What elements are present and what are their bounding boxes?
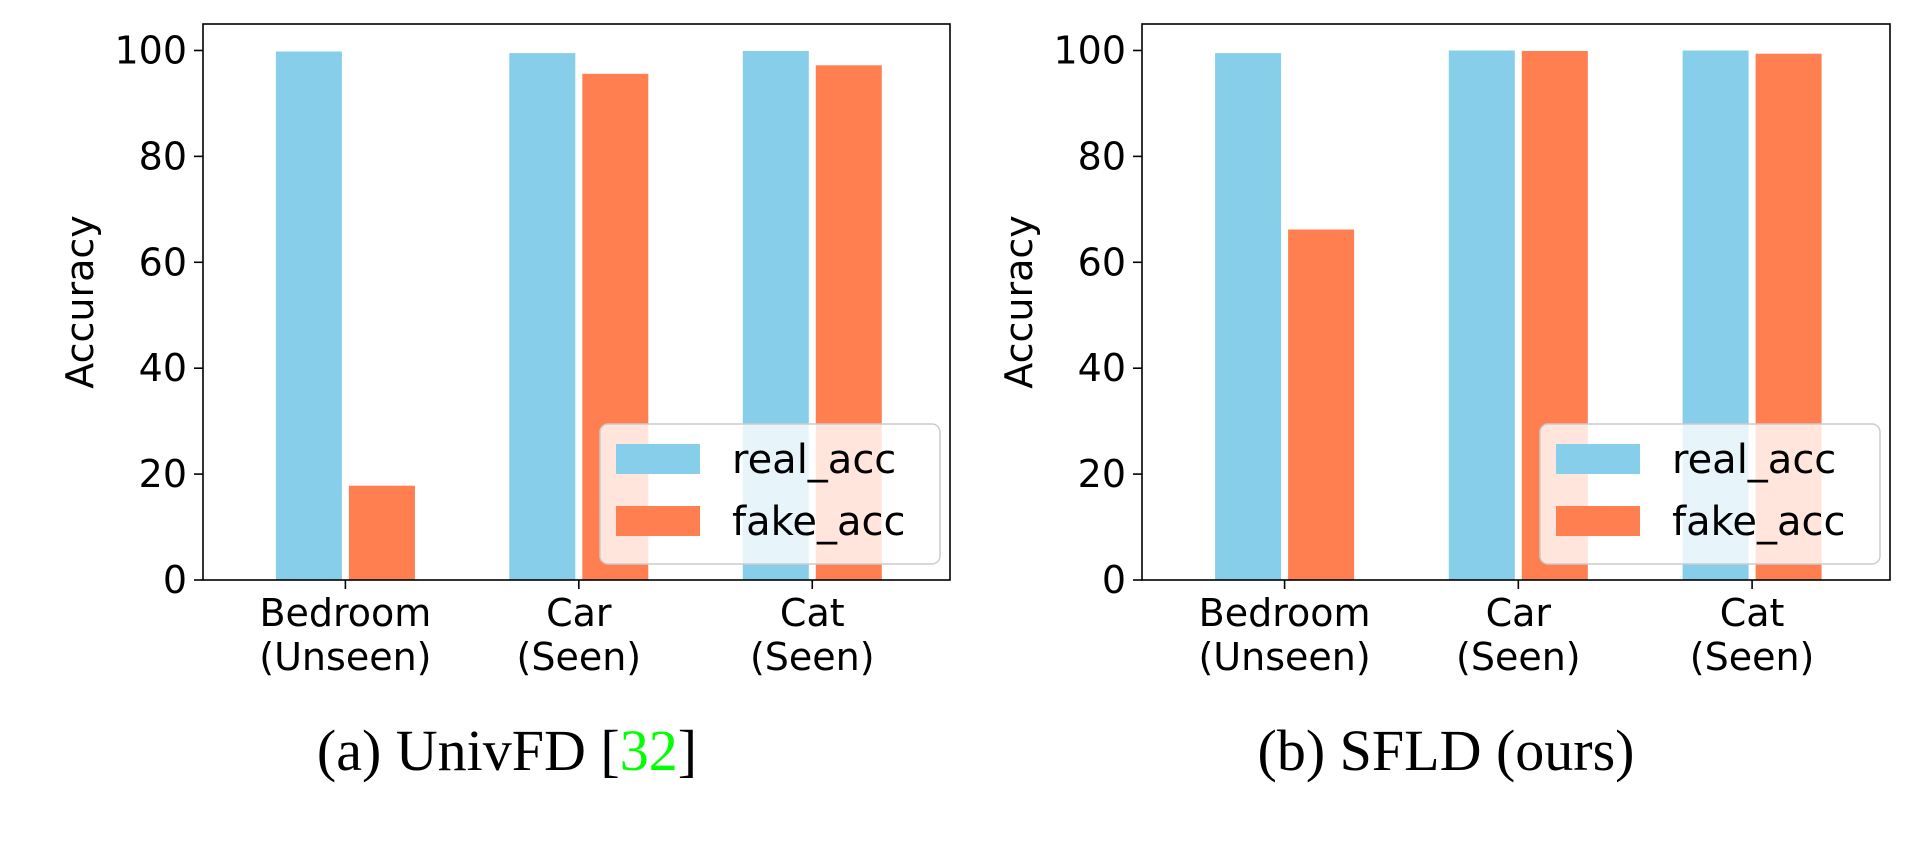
y-tick-label: 20 — [139, 452, 187, 496]
x-tick-label: Car — [546, 591, 612, 635]
x-tick-label: (Seen) — [1690, 635, 1815, 679]
caption-text: (a) UnivFD [ — [317, 718, 620, 783]
legend: real_acc fake_acc — [599, 423, 941, 565]
y-tick-label: 40 — [1078, 346, 1126, 390]
y-tick-label: 80 — [1078, 134, 1126, 178]
x-tick-label: (Seen) — [517, 635, 642, 679]
plot-frame — [202, 23, 951, 581]
caption-text-end: ] — [678, 718, 697, 783]
x-tick-label: Car — [1486, 591, 1552, 635]
x-tick-label: Cat — [1720, 591, 1785, 635]
legend-label-fake_acc: fake_acc — [1672, 499, 1845, 545]
y-axis-label: Accuracy — [58, 215, 102, 389]
legend-swatch-fake_acc — [616, 506, 700, 536]
x-tick-label: Bedroom — [1199, 591, 1371, 635]
y-axis-label: Accuracy — [997, 215, 1041, 389]
panel-caption: (b) SFLD (ours) — [1258, 718, 1635, 783]
y-tick-label: 0 — [1102, 558, 1126, 602]
caption-text: (b) SFLD (ours) — [1258, 718, 1635, 783]
x-tick-label: (Seen) — [1456, 635, 1581, 679]
legend-label-real_acc: real_acc — [1672, 437, 1836, 483]
bar-fake_acc-1 — [1288, 229, 1355, 580]
y-tick-label: 0 — [163, 558, 187, 602]
legend: real_acc fake_acc — [1539, 423, 1881, 565]
y-tick-label: 60 — [1078, 240, 1126, 284]
legend-label-fake_acc: fake_acc — [732, 499, 905, 545]
y-tick-label: 20 — [1078, 452, 1126, 496]
y-tick-label: 100 — [1053, 28, 1126, 72]
x-tick-label: Bedroom — [259, 591, 431, 635]
panel-caption: (a) UnivFD [32] — [317, 718, 697, 783]
y-tick-label: 60 — [139, 240, 187, 284]
bar-real_acc-1 — [275, 51, 342, 580]
bar-real_acc-1 — [1215, 53, 1282, 581]
bar-real_acc-2 — [1448, 50, 1515, 580]
legend-swatch-real_acc — [1556, 444, 1640, 474]
x-tick-label: (Unseen) — [259, 635, 431, 679]
x-tick-label: (Seen) — [750, 635, 875, 679]
y-tick-label: 100 — [114, 28, 187, 72]
chart-panel-2: 020406080100AccuracyBedroom(Unseen)Car(S… — [997, 23, 1891, 783]
y-tick-label: 40 — [139, 346, 187, 390]
x-tick-label: (Unseen) — [1198, 635, 1370, 679]
chart-panel-1: 020406080100AccuracyBedroom(Unseen)Car(S… — [58, 23, 951, 783]
bar-real_acc-2 — [509, 53, 576, 581]
x-tick-label: Cat — [780, 591, 845, 635]
legend-swatch-fake_acc — [1556, 506, 1640, 536]
legend-swatch-real_acc — [616, 444, 700, 474]
bar-fake_acc-1 — [348, 485, 415, 580]
plot-frame — [1141, 23, 1891, 581]
caption-ref-link[interactable]: 32 — [620, 718, 678, 783]
y-tick-label: 80 — [139, 134, 187, 178]
legend-label-real_acc: real_acc — [732, 437, 896, 483]
